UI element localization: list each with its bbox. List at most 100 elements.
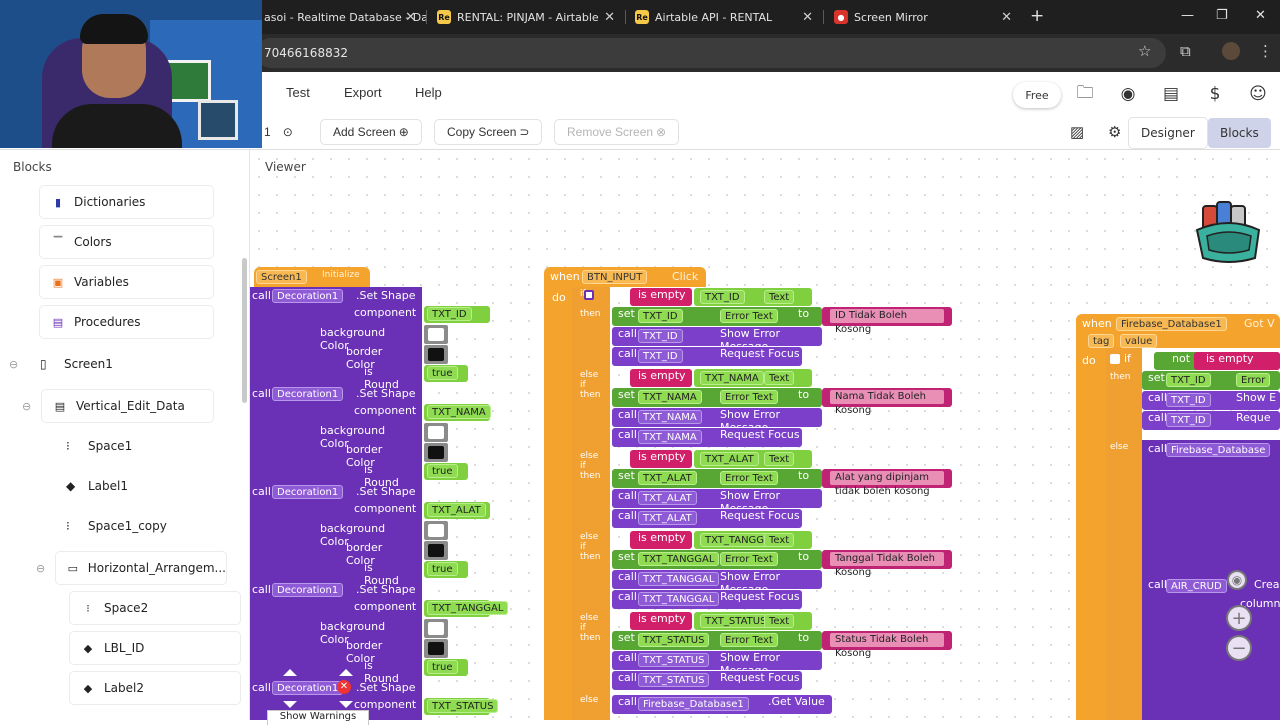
warning-arrow-up-icon[interactable] bbox=[283, 669, 297, 676]
close-tab-icon[interactable]: ✕ bbox=[1001, 9, 1012, 25]
is-empty-block[interactable]: is empty bbox=[1194, 352, 1280, 370]
error-arrow-up-icon[interactable] bbox=[339, 669, 353, 676]
error-count-icon[interactable]: ✕ bbox=[337, 680, 351, 694]
account-icon[interactable]: ☺ bbox=[1249, 84, 1267, 104]
blocks-button[interactable]: Blocks bbox=[1208, 118, 1271, 148]
builtin-procedures[interactable]: ▤ Procedures bbox=[40, 306, 213, 338]
library-icon[interactable]: ▤ bbox=[1162, 84, 1180, 104]
is-empty-block[interactable]: is empty bbox=[630, 450, 692, 468]
settings-gear-icon[interactable]: ⚙ bbox=[1108, 124, 1122, 141]
mutator-gear-icon[interactable] bbox=[584, 290, 594, 300]
component-argument[interactable]: TXT_STATUS bbox=[424, 698, 499, 715]
white-color-swatch[interactable] bbox=[428, 328, 444, 341]
component-argument[interactable]: TXT_TANGGAL bbox=[424, 600, 509, 617]
extensions-icon[interactable]: ⧉ bbox=[1180, 42, 1191, 60]
component-argument[interactable]: TXT_ID bbox=[424, 306, 490, 323]
request-focus-call[interactable]: call TXT_TANGGAL Request Focus bbox=[612, 590, 802, 609]
text-getter-block[interactable]: TXT_TANGGAL Text bbox=[694, 531, 812, 549]
set-error-text-block[interactable]: set TXT_STATUS Error Text to bbox=[612, 631, 822, 650]
tree-item-label1[interactable]: ◆ Label1 bbox=[66, 479, 129, 493]
browser-tab[interactable]: Re Airtable API - RENTAL ✕ bbox=[635, 9, 813, 25]
boolean-true-block[interactable]: true bbox=[424, 463, 468, 480]
designer-button[interactable]: Designer bbox=[1129, 118, 1207, 148]
component-argument[interactable]: TXT_NAMA bbox=[424, 404, 491, 421]
error-message-text-block[interactable]: Nama Tidak Boleh Kosong bbox=[822, 388, 952, 416]
recenter-icon[interactable]: ◉ bbox=[1227, 570, 1247, 590]
menu-export[interactable]: Export bbox=[344, 85, 382, 100]
browser-tab[interactable]: asoi - Realtime Database - Da ✕ bbox=[264, 9, 428, 25]
collapse-toggle-icon[interactable]: ⊖ bbox=[22, 400, 32, 413]
black-color-swatch[interactable] bbox=[428, 642, 444, 655]
request-focus-call[interactable]: call TXT_ALAT Request Focus bbox=[612, 509, 802, 528]
boolean-true-block[interactable]: true bbox=[424, 561, 468, 578]
show-warnings-tooltip[interactable]: Show Warnings bbox=[268, 711, 368, 725]
zoom-in-button[interactable]: + bbox=[1226, 605, 1252, 631]
plan-badge[interactable]: Free bbox=[1013, 82, 1061, 108]
dollar-icon[interactable]: $ bbox=[1209, 84, 1221, 104]
collapse-toggle-icon[interactable]: ⊖ bbox=[36, 562, 46, 575]
request-focus-call[interactable]: call TXT_NAMA Request Focus bbox=[612, 428, 802, 447]
set-error-text-block[interactable]: set TXT_ALAT Error Text to bbox=[612, 469, 822, 488]
set-error-text-block[interactable]: set TXT_ID Error Text to bbox=[612, 307, 822, 326]
white-color-swatch[interactable] bbox=[428, 622, 444, 635]
is-empty-block[interactable]: is empty bbox=[630, 288, 692, 306]
close-tab-icon[interactable]: ✕ bbox=[802, 9, 813, 25]
component-dropdown[interactable]: Decoration1 bbox=[272, 681, 344, 695]
firebase-get-value-call[interactable]: call Firebase_Database1 .Get Value bbox=[612, 695, 832, 714]
request-focus-call[interactable]: call TXT_STATUS Request Focus bbox=[612, 671, 802, 690]
btn-input-click-event-block[interactable]: when BTN_INPUT Click bbox=[544, 267, 706, 287]
gallery-icon[interactable]: ▨ bbox=[1070, 124, 1085, 141]
tree-item-horizontal-arrangement[interactable]: ▭ Horizontal_Arrangem... bbox=[56, 552, 226, 584]
error-message-text-block[interactable]: Tanggal Tidak Boleh Kosong bbox=[822, 550, 952, 578]
close-tab-icon[interactable]: ✕ bbox=[604, 9, 615, 25]
error-message-text-block[interactable]: Status Tidak Boleh Kosong bbox=[822, 631, 952, 659]
screen-selector[interactable]: 1 ⊙ bbox=[264, 125, 293, 139]
is-empty-block[interactable]: is empty bbox=[630, 369, 692, 387]
tree-item-label2[interactable]: ◆ Label2 bbox=[70, 672, 240, 704]
error-arrow-down-icon[interactable] bbox=[339, 701, 353, 708]
new-tab-button[interactable]: + bbox=[1030, 6, 1045, 26]
zoom-out-button[interactable]: − bbox=[1226, 635, 1252, 661]
tree-item-lbl-id[interactable]: ◆ LBL_ID bbox=[70, 632, 240, 664]
error-message-text-block[interactable]: ID Tidak Boleh Kosong bbox=[822, 307, 952, 335]
browser-tab[interactable]: Re RENTAL: PINJAM - Airtable ✕ bbox=[437, 9, 615, 25]
minimize-icon[interactable]: — bbox=[1181, 8, 1194, 23]
browser-menu-icon[interactable]: ⋮ bbox=[1258, 42, 1273, 60]
builtin-colors[interactable]: ▔ Colors bbox=[40, 226, 213, 258]
firebase-else-call-block[interactable]: call Firebase_Database call AIR_CRUD Cre… bbox=[1142, 440, 1280, 720]
builtin-variables[interactable]: ▣ Variables bbox=[40, 266, 213, 298]
sidebar-scrollbar[interactable] bbox=[242, 258, 247, 403]
text-getter-block[interactable]: TXT_ALAT Text bbox=[694, 450, 812, 468]
white-color-swatch[interactable] bbox=[428, 524, 444, 537]
close-tab-icon[interactable]: ✕ bbox=[405, 9, 416, 25]
show-error-call-block[interactable]: call TXT_ID Show E bbox=[1142, 391, 1280, 410]
blocks-workspace[interactable]: Viewer Screen1 Initialize call Decoration… bbox=[250, 150, 1280, 720]
copy-screen-button[interactable]: Copy Screen ⊃ bbox=[435, 120, 541, 144]
set-error-text-block[interactable]: set TXT_NAMA Error Text to bbox=[612, 388, 822, 407]
firebase-got-value-event-block[interactable]: when Firebase_Database1 Got V tag value bbox=[1076, 314, 1280, 348]
close-window-icon[interactable]: ✕ bbox=[1255, 8, 1266, 23]
component-dropdown[interactable]: Decoration1 bbox=[272, 289, 344, 303]
screen-initialize-event-block[interactable]: Screen1 Initialize bbox=[254, 267, 370, 287]
browser-tab[interactable]: ● Screen Mirror ✕ bbox=[834, 0, 1012, 34]
component-dropdown[interactable]: Decoration1 bbox=[272, 583, 344, 597]
boolean-true-block[interactable]: true bbox=[424, 659, 468, 676]
black-color-swatch[interactable] bbox=[428, 446, 444, 459]
set-error-block[interactable]: set TXT_ID Error bbox=[1142, 371, 1280, 390]
url-field[interactable]: 70466168832 bbox=[256, 38, 1166, 68]
firebase-if-bar[interactable]: if then else bbox=[1106, 348, 1142, 720]
profile-avatar[interactable] bbox=[1222, 42, 1240, 60]
tree-item-screen1[interactable]: ▯ Screen1 bbox=[40, 357, 113, 371]
menu-help[interactable]: Help bbox=[415, 85, 442, 100]
white-color-swatch[interactable] bbox=[428, 426, 444, 439]
remove-screen-button[interactable]: Remove Screen ⊗ bbox=[555, 120, 678, 144]
component-dropdown[interactable]: Decoration1 bbox=[272, 387, 344, 401]
text-getter-block[interactable]: TXT_STATUS Text bbox=[694, 612, 812, 630]
tree-item-space2[interactable]: ⁝ Space2 bbox=[70, 592, 240, 624]
set-error-text-block[interactable]: set TXT_TANGGAL Error Text to bbox=[612, 550, 822, 569]
request-focus-call-block[interactable]: call TXT_ID Reque bbox=[1142, 411, 1280, 430]
maximize-icon[interactable]: ❐ bbox=[1216, 8, 1228, 23]
